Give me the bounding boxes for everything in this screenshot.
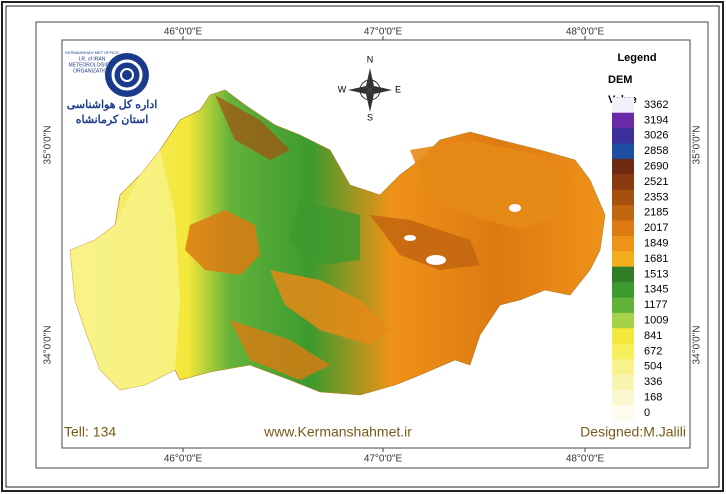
- logo-text: I.R. of IRAN: [79, 56, 106, 62]
- legend-swatch: [612, 251, 634, 268]
- legend-value: 2017: [644, 222, 668, 234]
- legend-swatch: [612, 112, 634, 129]
- legend-value: 3026: [644, 130, 668, 142]
- legend-value: 1513: [644, 268, 668, 280]
- legend-swatch: [612, 359, 634, 375]
- compass-s: S: [367, 112, 373, 122]
- legend-swatch: [612, 174, 634, 191]
- coord-label: 47°0'0"E: [364, 27, 403, 38]
- legend-swatch: [612, 389, 634, 406]
- logo-text: METEOROLOGICAL: [69, 62, 116, 68]
- legend-title: Legend: [617, 52, 656, 64]
- legend-swatch: [612, 266, 634, 283]
- legend-value: 3362: [644, 99, 668, 111]
- footer-tell: Tell: 134: [64, 424, 116, 440]
- legend-value: 1681: [644, 253, 668, 265]
- coord-label: 46°0'0"E: [164, 454, 203, 465]
- coord-label: 34°0'0"N: [43, 326, 54, 365]
- compass-w: W: [338, 84, 347, 94]
- coord-label: 35°0'0"N: [43, 126, 54, 165]
- logo-persian: اداره کل هواشناسی: [67, 99, 158, 111]
- legend-swatch: [612, 220, 634, 237]
- province-map: [69, 89, 606, 396]
- legend-swatch: [612, 235, 634, 252]
- legend-value: 1009: [644, 315, 668, 327]
- legend-value: 504: [644, 361, 662, 373]
- logo-persian: استان کرمانشاه: [76, 114, 149, 126]
- coord-label: 48°0'0"E: [566, 27, 605, 38]
- legend-value: 1849: [644, 238, 668, 250]
- legend-value: 168: [644, 392, 662, 404]
- legend-value: 2858: [644, 145, 668, 157]
- outer-frame-inner: [5, 5, 720, 488]
- legend-swatch: [612, 405, 634, 422]
- legend-value: 2690: [644, 161, 668, 173]
- legend-value: 2521: [644, 176, 668, 188]
- legend-value: 841: [644, 330, 662, 342]
- legend-swatch: [612, 374, 634, 391]
- north-arrow: N E S W: [338, 54, 401, 122]
- coord-label: 48°0'0"E: [566, 454, 605, 465]
- compass-e: E: [395, 84, 401, 94]
- legend-value: 2185: [644, 207, 668, 219]
- coord-label: 47°0'0"E: [364, 454, 403, 465]
- logo-text: KERMANSHAH MET OFFICE: [65, 50, 119, 55]
- coord-label: 34°0'0"N: [692, 326, 703, 365]
- legend-swatch: [612, 328, 634, 345]
- legend-swatch: [612, 297, 634, 314]
- legend-swatch: [612, 343, 634, 360]
- legend-value: 0: [644, 407, 650, 419]
- map-frame: [35, 21, 709, 469]
- legend-value: 336: [644, 376, 662, 388]
- legend-swatch: [612, 143, 634, 160]
- legend-swatch: [612, 97, 634, 114]
- footer-designer: Designed:M.Jalili: [580, 424, 686, 440]
- legend-swatch: [612, 205, 634, 221]
- legend-layer: DEM: [608, 74, 632, 86]
- footer-website: www.Kermanshahmet.ir: [263, 424, 412, 440]
- logo-text: ORGANIZATION: [73, 68, 111, 74]
- legend-swatch: [612, 282, 634, 298]
- compass-n: N: [367, 54, 374, 64]
- legend-swatch: [612, 128, 634, 144]
- legend-value: 2353: [644, 191, 668, 203]
- coord-label: 46°0'0"E: [164, 27, 203, 38]
- legend-swatch: [612, 312, 634, 329]
- legend-value: 1177: [644, 299, 668, 311]
- coord-label: 35°0'0"N: [692, 126, 703, 165]
- legend-swatch: [612, 158, 634, 175]
- legend-value: 672: [644, 345, 662, 357]
- legend-value: 1345: [644, 284, 668, 296]
- legend-swatch: [612, 189, 634, 206]
- logo: KERMANSHAH MET OFFICE I.R. of IRAN METEO…: [65, 50, 157, 126]
- legend-value: 3194: [644, 114, 668, 126]
